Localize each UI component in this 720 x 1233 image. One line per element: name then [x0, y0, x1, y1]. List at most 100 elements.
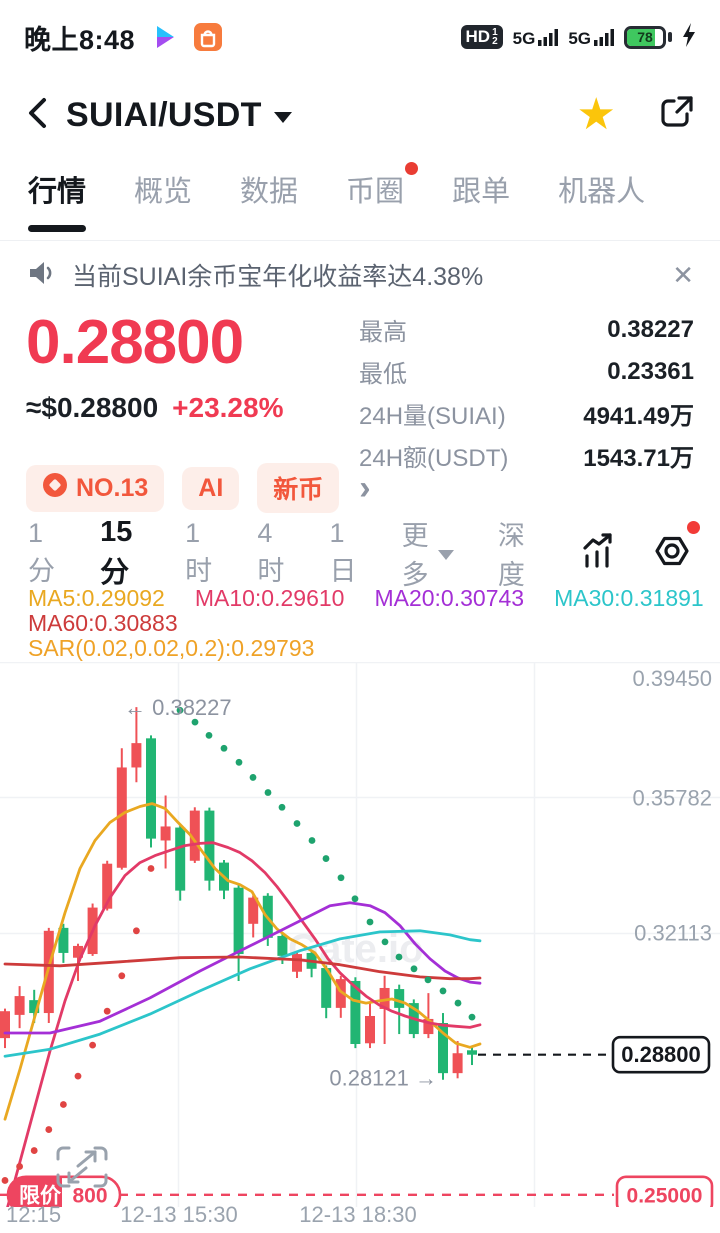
candle-body — [146, 738, 156, 839]
indicator-value: SAR(0.02,0.02,0.2):0.29793 — [28, 635, 315, 661]
sar-dot — [468, 1013, 476, 1021]
candle-body — [204, 810, 215, 881]
candle-body — [350, 980, 361, 1045]
timeframe-label: 1时 — [185, 518, 213, 586]
candle-body — [438, 1022, 448, 1074]
tf-1hour[interactable]: 1时 — [185, 518, 213, 588]
share-icon[interactable] — [656, 93, 696, 138]
indicator-value: MA10:0.29610 — [194, 585, 345, 611]
stat-value: 1543.71万 — [583, 445, 694, 472]
tf-1day[interactable]: 1日 — [329, 518, 357, 588]
sar-dot — [220, 744, 228, 752]
indicator-value: MA30:0.31891 — [554, 585, 704, 611]
tf-15min[interactable]: 15分 — [100, 516, 141, 591]
stat-value: 4941.49万 — [583, 403, 694, 430]
tab-coin-circle[interactable]: 币圈 — [346, 162, 419, 224]
indicator-value: MA60:0.30883 — [28, 610, 178, 636]
new-coin-badge[interactable]: 新币 — [257, 463, 340, 513]
candle-body — [423, 1018, 434, 1035]
indicator-row: MA5:0.29092 MA10:0.29610 MA20:0.30743 MA30:… — [28, 585, 704, 611]
sar-dot — [45, 1126, 53, 1133]
stat-value: 0.38227 — [607, 315, 694, 343]
sar-dot — [16, 1163, 23, 1170]
candlestick-chart[interactable]: Gate.io 0.39450 0.35782 0.32113 ← 0.38227 0.2… — [0, 661, 720, 1218]
time-axis-label: 12-13 15:30 — [120, 1202, 238, 1227]
badge-label: 新币 — [273, 476, 324, 504]
sar-dot — [89, 1041, 96, 1049]
sar-dot — [74, 1072, 82, 1080]
candle-body — [58, 927, 69, 953]
price-axis-label: 0.35782 — [632, 785, 712, 810]
tf-4hour[interactable]: 4时 — [257, 518, 285, 588]
candle-body — [335, 979, 346, 1008]
tf-1min[interactable]: 1分 — [28, 518, 56, 588]
favorite-star-icon[interactable]: ★ — [576, 90, 616, 139]
usd-price: ≈$0.28800 — [26, 392, 159, 423]
sar-dot — [366, 918, 374, 926]
pair-header: SUIAI/USDT ★ — [0, 84, 720, 146]
indicator-values: MA5:0.29092 MA10:0.29610 MA20:0.30743 MA30:… — [0, 586, 720, 661]
stat-label: 24H量(SUIAI) — [359, 403, 506, 430]
pair-selector[interactable]: SUIAI/USDT — [66, 96, 292, 135]
candle-body — [189, 810, 200, 861]
candle-body — [0, 1011, 10, 1039]
tf-depth[interactable]: 深度 — [498, 514, 534, 592]
indicator-chart-icon[interactable] — [578, 531, 618, 576]
low-annotation: 0.28121 → — [329, 1066, 437, 1091]
ai-badge[interactable]: AI — [182, 466, 240, 510]
candle-body — [321, 968, 332, 1008]
time-axis-label: 12-13 18:30 — [299, 1202, 417, 1227]
signal-sim1-icon: 5G — [513, 28, 559, 47]
stat-value: 0.23361 — [607, 357, 694, 385]
tab-bots[interactable]: 机器人 — [558, 176, 646, 208]
notification-dot — [405, 162, 419, 175]
stats-list: 最高 0.38227 最低 0.23361 24H量(SUIAI) 4941.49万 24H… — [359, 308, 694, 473]
indicator-row: SAR(0.02,0.02,0.2):0.29793 — [28, 636, 692, 661]
tab-data[interactable]: 数据 — [240, 176, 299, 208]
sar-dot — [337, 874, 345, 882]
caret-down-icon — [273, 111, 292, 123]
expand-fullscreen-icon[interactable] — [56, 1146, 108, 1188]
sar-dot — [103, 1007, 111, 1015]
sar-dot — [322, 855, 330, 862]
badge-label: AI — [198, 473, 224, 502]
sar-dot — [381, 938, 389, 946]
timeframe-bar: 1分 15分 1时 4时 1日 更多 深度 — [0, 516, 720, 590]
sar-dot — [454, 999, 462, 1007]
badge-row: NO.13 AI 新币 › — [0, 462, 720, 514]
sar-dot — [60, 1101, 67, 1108]
candle-body — [175, 827, 186, 891]
rank-badge[interactable]: NO.13 — [26, 464, 165, 512]
limit-price-label: 0.25000 — [627, 1184, 703, 1207]
page-title: SUIAI/USDT — [66, 95, 262, 134]
tab-overview[interactable]: 概览 — [134, 176, 193, 208]
tab-copy-trading[interactable]: 跟单 — [452, 176, 511, 208]
stat-row: 24H额(USDT) 1543.71万 — [359, 438, 694, 473]
announcement-bar[interactable]: 当前SUIAI余币宝年化收益率达4.38% ✕ — [0, 248, 720, 302]
close-icon[interactable]: ✕ — [672, 259, 694, 290]
sar-dot — [1, 1177, 9, 1184]
back-icon[interactable] — [24, 94, 50, 137]
chevron-right-icon[interactable]: › — [359, 469, 371, 507]
stat-label: 最低 — [359, 361, 407, 388]
tab-market[interactable]: 行情 — [28, 168, 86, 224]
candle-body — [452, 1053, 463, 1074]
divider — [0, 240, 720, 241]
tf-more[interactable]: 更多 — [402, 514, 454, 592]
sar-dot — [176, 706, 184, 714]
chart-tools — [578, 520, 700, 576]
settings-gear-icon[interactable] — [652, 520, 700, 576]
top-tabs: 行情 概览 数据 币圈 跟单 机器人 — [0, 158, 720, 234]
sar-dot — [235, 758, 243, 766]
candle-body — [14, 996, 25, 1015]
candle-body — [277, 935, 288, 956]
current-price-label: 0.28800 — [621, 1042, 701, 1067]
sar-dot — [424, 976, 432, 984]
candle-body — [73, 945, 83, 958]
candle-body — [467, 1050, 477, 1055]
stat-row: 24H量(SUIAI) 4941.49万 — [359, 396, 694, 431]
sar-dot — [410, 965, 418, 973]
